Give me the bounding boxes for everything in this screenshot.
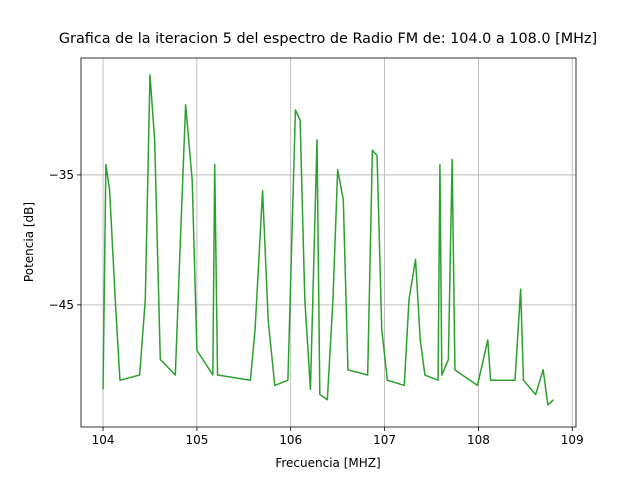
plot-frame <box>80 57 577 428</box>
data-line <box>102 74 554 406</box>
x-tick-label: 109 <box>561 433 584 447</box>
x-tick-label: 108 <box>467 433 490 447</box>
chart-title: Grafica de la iteracion 5 del espectro d… <box>59 31 597 47</box>
x-axis-label: Frecuencia [MHZ] <box>275 456 380 470</box>
y-axis-label: Potencia [dB] <box>22 202 36 282</box>
y-tick-label: −45 <box>49 298 74 312</box>
y-tick-label: −35 <box>49 168 74 182</box>
x-tick-label: 105 <box>185 433 208 447</box>
x-tick-label: 104 <box>92 433 115 447</box>
x-tick-label: 107 <box>373 433 396 447</box>
x-tick-label: 106 <box>279 433 302 447</box>
